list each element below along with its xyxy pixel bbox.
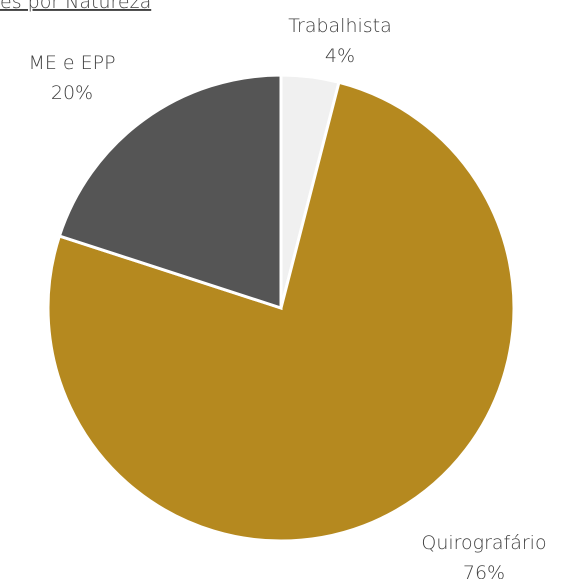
slice-value-label: 76%: [463, 562, 505, 579]
slice-value-label: 4%: [325, 45, 355, 67]
slice-value-label: 20%: [51, 82, 93, 104]
slice-label: ME e EPP: [28, 52, 115, 74]
pie-slice: [57, 73, 283, 311]
chart-title: es por Natureza: [0, 0, 151, 13]
pie-slice: [46, 80, 516, 543]
slice-label: Trabalhista: [288, 15, 392, 37]
slice-label: Quirografário: [421, 532, 546, 554]
